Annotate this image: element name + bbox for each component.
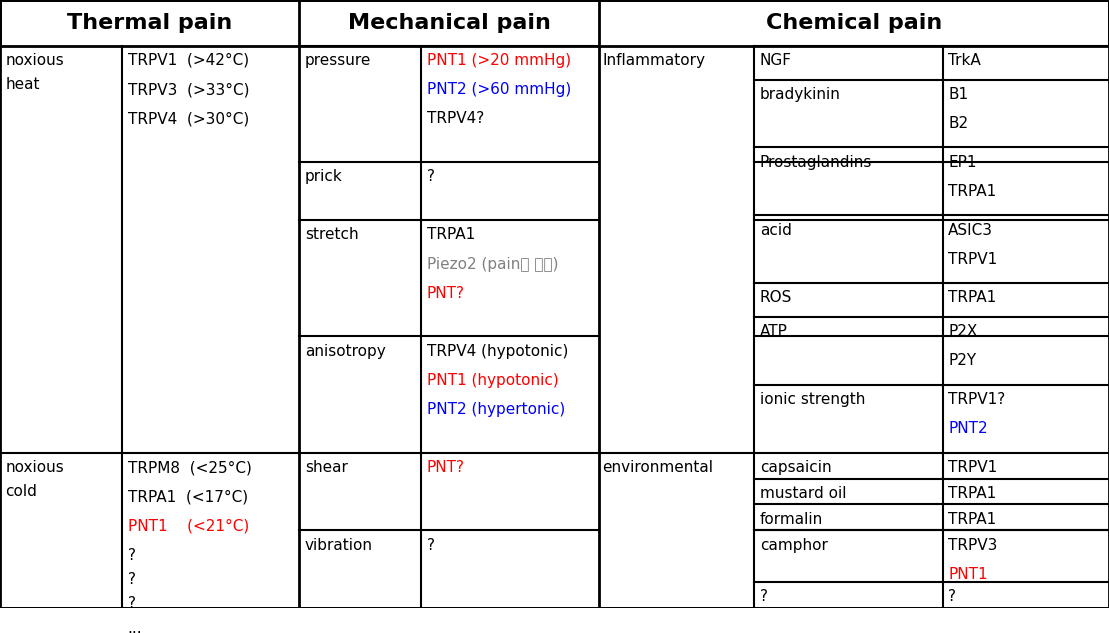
Text: heat: heat (6, 77, 40, 92)
Text: EP1: EP1 (948, 154, 977, 170)
Text: noxious: noxious (6, 53, 64, 68)
Text: PNT?: PNT? (427, 285, 465, 301)
Text: ATP: ATP (760, 324, 787, 339)
Text: PNT1 (>20 mmHg): PNT1 (>20 mmHg) (427, 53, 571, 68)
Text: TRPV1: TRPV1 (948, 252, 997, 266)
Text: TRPA1: TRPA1 (427, 227, 476, 242)
Text: TRPV4?: TRPV4? (427, 111, 485, 126)
Text: TRPV1?: TRPV1? (948, 392, 1006, 407)
Text: Mechanical pain: Mechanical pain (348, 13, 550, 33)
Text: TRPA1: TRPA1 (948, 511, 997, 527)
Text: B1: B1 (948, 87, 968, 102)
Text: capsaicin: capsaicin (760, 460, 832, 475)
Text: Thermal pain: Thermal pain (67, 13, 233, 33)
Text: TRPV1  (>42°C): TRPV1 (>42°C) (128, 53, 248, 68)
Text: TRPV1: TRPV1 (948, 460, 997, 475)
Text: ROS: ROS (760, 291, 792, 305)
Text: PNT1    (<21°C): PNT1 (<21°C) (128, 518, 248, 534)
Text: TRPA1: TRPA1 (948, 184, 997, 199)
Text: ?: ? (128, 548, 135, 563)
Text: bradykinin: bradykinin (760, 87, 841, 102)
Text: ?: ? (128, 596, 135, 611)
Text: pressure: pressure (305, 53, 372, 68)
Text: TRPV3  (>33°C): TRPV3 (>33°C) (128, 82, 250, 97)
Text: Inflammatory: Inflammatory (602, 53, 705, 68)
Text: ...: ... (128, 620, 142, 633)
Text: PNT1 (hypotonic): PNT1 (hypotonic) (427, 373, 559, 388)
Text: anisotropy: anisotropy (305, 344, 386, 359)
Text: environmental: environmental (602, 460, 713, 475)
Text: B2: B2 (948, 116, 968, 131)
Text: stretch: stretch (305, 227, 358, 242)
Text: TRPV3: TRPV3 (948, 537, 998, 553)
Text: PNT?: PNT? (427, 460, 465, 475)
Text: TRPM8  (<25°C): TRPM8 (<25°C) (128, 460, 252, 475)
Text: TRPV4  (>30°C): TRPV4 (>30°C) (128, 111, 248, 126)
Text: TRPA1  (<17°C): TRPA1 (<17°C) (128, 489, 247, 505)
Text: PNT2: PNT2 (948, 422, 988, 436)
Text: ?: ? (427, 537, 435, 553)
Text: shear: shear (305, 460, 348, 475)
Text: formalin: formalin (760, 511, 823, 527)
Text: camphor: camphor (760, 537, 827, 553)
Text: ionic strength: ionic strength (760, 392, 865, 407)
Text: ?: ? (427, 169, 435, 184)
Text: ?: ? (760, 589, 767, 605)
Text: PNT1: PNT1 (948, 567, 988, 582)
Text: cold: cold (6, 484, 38, 499)
Text: NGF: NGF (760, 53, 792, 68)
Text: Chemical pain: Chemical pain (766, 13, 942, 33)
Text: P2Y: P2Y (948, 353, 976, 368)
Text: P2X: P2X (948, 324, 977, 339)
Text: prick: prick (305, 169, 343, 184)
Text: vibration: vibration (305, 537, 373, 553)
Text: PNT2 (>60 mmHg): PNT2 (>60 mmHg) (427, 82, 571, 97)
Text: ?: ? (128, 572, 135, 587)
Text: noxious: noxious (6, 460, 64, 475)
Text: PNT2 (hypertonic): PNT2 (hypertonic) (427, 402, 566, 417)
Text: ASIC3: ASIC3 (948, 223, 994, 237)
Text: acid: acid (760, 223, 792, 237)
Text: Piezo2 (pain과 무관): Piezo2 (pain과 무관) (427, 256, 559, 272)
Text: mustard oil: mustard oil (760, 486, 846, 501)
Text: TRPA1: TRPA1 (948, 291, 997, 305)
Text: Prostaglandins: Prostaglandins (760, 154, 872, 170)
Text: TRPA1: TRPA1 (948, 486, 997, 501)
Text: TRPV4 (hypotonic): TRPV4 (hypotonic) (427, 344, 568, 359)
Text: ?: ? (948, 589, 956, 605)
Text: TrkA: TrkA (948, 53, 981, 68)
